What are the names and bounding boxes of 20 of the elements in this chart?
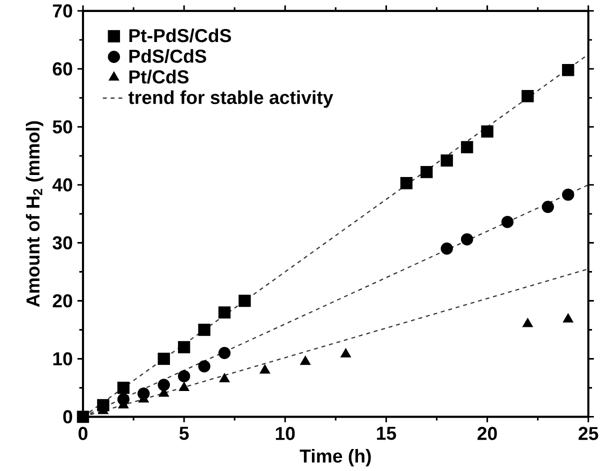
y-tick-label: 10 (53, 352, 72, 366)
y-tick-label: 20 (52, 294, 72, 308)
x-tick-label: 20 (478, 427, 497, 440)
y-tick-label: 60 (52, 62, 72, 76)
x-tick-label: 10 (276, 427, 295, 440)
y-axis-title: Amount of H$_{2}$ (mmol) (26, 121, 44, 308)
legend-label: Pt/CdS (129, 70, 189, 84)
y-tick-label: 70 (52, 4, 72, 18)
x-tick-label: 5 (179, 427, 189, 440)
legend-label: trend for stable activity (128, 90, 334, 108)
x-tick-label: 15 (377, 427, 396, 440)
y-tick-label: 30 (52, 236, 72, 250)
y-tick-label: 0 (63, 410, 72, 424)
x-tick-label: 0 (78, 427, 88, 440)
x-tick-label: 25 (578, 427, 598, 440)
x-axis-title: Time (h) (300, 449, 371, 467)
legend-label: Pt-PdS/CdS (129, 28, 231, 43)
y-tick-label: 40 (52, 178, 72, 192)
legend-label: PdS/CdS (129, 49, 206, 64)
y-tick-label: 50 (52, 120, 72, 134)
